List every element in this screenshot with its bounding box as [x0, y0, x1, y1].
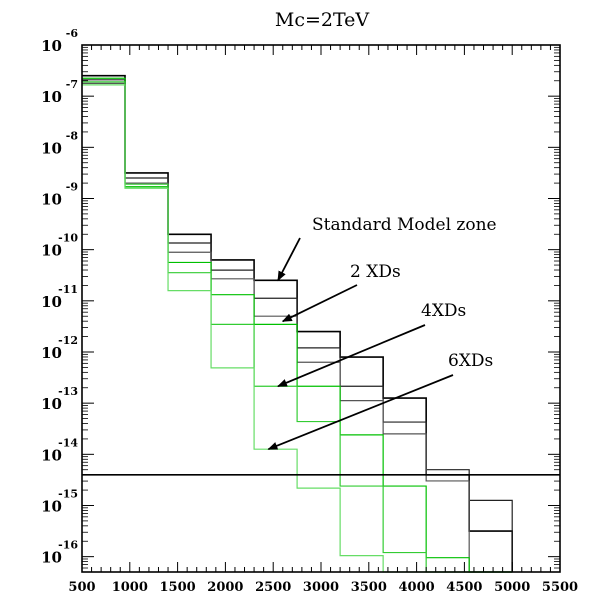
annotations: Standard Model zone 2 XDs 4XDs 6XDs — [267, 215, 497, 451]
y-tick-label-exponent: -12 — [58, 334, 78, 347]
x-tick-label: 4000 — [399, 580, 435, 595]
x-tick-label: 4500 — [446, 580, 482, 595]
annotation-arrow — [281, 284, 358, 323]
y-tick-label-base: 10 — [41, 88, 62, 106]
y-tick-label-base: 10 — [41, 242, 62, 260]
x-tick-labels: 500 1000 1500 2000 2500 3000 3500 4000 4500 5000 5… — [68, 580, 578, 595]
chart-title: Mc=2TeV — [275, 9, 370, 31]
y-tick-label-base: 10 — [41, 139, 62, 157]
annotation-label: 6XDs — [448, 351, 493, 371]
y-tick-label-exponent: -8 — [66, 129, 79, 142]
y-tick-label-exponent: -10 — [58, 232, 78, 245]
histogram-series-4 — [82, 77, 513, 573]
y-tick-labels: 10-610-710-810-910-1010-1110-1210-1310-1… — [41, 27, 78, 567]
histogram-series-5 — [82, 81, 513, 573]
y-tick-label-exponent: -14 — [58, 436, 78, 449]
y-tick-label-base: 10 — [41, 190, 62, 208]
histograms — [82, 74, 513, 573]
y-tick-label-exponent: -9 — [66, 180, 78, 193]
y-tick-label-exponent: -15 — [58, 487, 78, 500]
y-tick-label-exponent: -6 — [66, 27, 79, 40]
annotation-arrow — [277, 237, 301, 282]
annotation-arrow — [267, 374, 454, 451]
y-tick-label-exponent: -11 — [58, 283, 78, 296]
annotation-arrow — [277, 324, 426, 388]
y-tick-label-base: 10 — [41, 446, 62, 464]
y-tick-label-exponent: -13 — [58, 385, 78, 398]
annotation-label: Standard Model zone — [312, 215, 497, 235]
y-tick-label-base: 10 — [41, 497, 62, 515]
axis-ticks — [81, 44, 561, 572]
x-tick-label: 5000 — [494, 580, 530, 595]
x-tick-label: 2000 — [207, 580, 243, 595]
y-tick-label-exponent: -7 — [66, 78, 78, 91]
y-tick-label-exponent: -16 — [58, 539, 78, 552]
y-tick-label-base: 10 — [41, 549, 62, 567]
annotation-label: 2 XDs — [350, 262, 401, 282]
y-tick-label-base: 10 — [41, 293, 62, 311]
x-tick-label: 3500 — [351, 580, 387, 595]
x-tick-label: 1000 — [112, 580, 148, 595]
y-tick-label-base: 10 — [41, 344, 62, 362]
x-tick-label: 500 — [68, 580, 95, 595]
x-tick-label: 2500 — [255, 580, 291, 595]
annotation-label: 4XDs — [421, 301, 466, 321]
x-tick-label: 3000 — [303, 580, 339, 595]
y-tick-label-base: 10 — [41, 37, 62, 55]
y-tick-label-base: 10 — [41, 395, 62, 413]
x-tick-label: 1500 — [160, 580, 196, 595]
x-tick-label: 5500 — [542, 580, 578, 595]
plot-frame — [81, 44, 561, 573]
